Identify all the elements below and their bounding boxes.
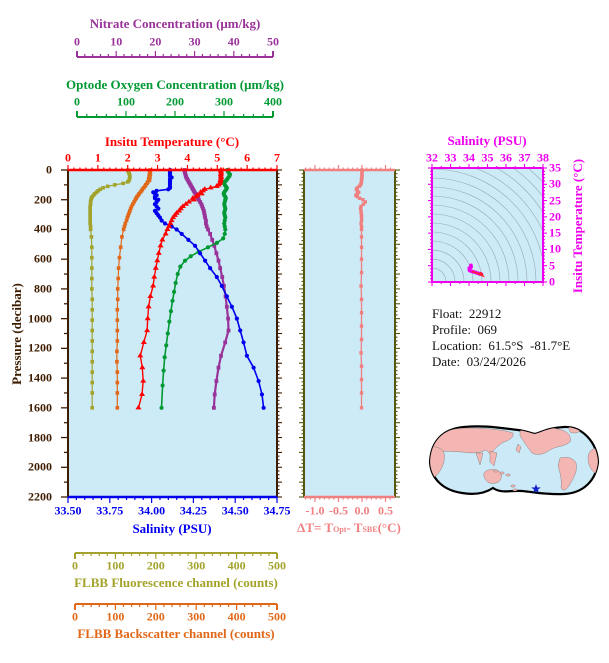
fluorescence-tick-label: 400 [227,558,246,573]
ts-temperature-tick-label: 15 [549,225,561,240]
pressure-axis-title: Pressure (decibar) [9,283,24,385]
backscatter-axis-title: FLBB Backscatter channel (counts) [77,626,275,641]
pressure-tick-label: 800 [34,281,52,296]
ts-salinity-tick-label: 35 [481,150,494,165]
pressure-tick-label: 200 [34,192,52,207]
nitrate-axis-title: Nitrate Concentration (μm/kg) [89,16,261,31]
nitrate-tick-label: 0 [74,34,80,49]
profile-square-3 [182,168,231,410]
pressure-tick-label: 1600 [28,400,52,415]
ts-salinity-tick-label: 34 [463,150,475,165]
temperature-tick-label: 7 [274,150,280,165]
backscatter-tick-label: 0 [72,609,78,624]
ts-temperature-tick-label: 0 [549,274,555,289]
temperature-axis-title: Insitu Temperature (°C) [104,134,240,149]
oxygen-tick-label: 0 [74,94,80,109]
delta-t-tick-label: 0.5 [378,503,393,518]
backscatter-tick-label: 100 [106,609,125,624]
pressure-tick-label: 1800 [28,430,52,445]
fluorescence-tick-label: 0 [72,558,78,573]
delta-t-title-part: (°C) [377,520,401,535]
salinity-tick-label: 33.75 [96,503,124,518]
pressure-tick-label: 600 [34,251,52,266]
pressure-tick-label: 2200 [28,489,52,504]
ts-salinity-tick-label: 37 [518,150,531,165]
delta-t-curve [354,168,367,410]
nitrate-tick-label: 10 [110,34,123,49]
temperature-tick-label: 5 [214,150,221,165]
ts-recent-profile-arrow [471,270,485,278]
nitrate-tick-label: 50 [267,34,279,49]
backscatter-tick-label: 300 [187,609,206,624]
delta-t-title-sup-sbe: SBE [362,525,378,534]
pressure-tick-label: 1200 [28,340,52,355]
backscatter-tick-label: 400 [227,609,246,624]
delta-t-title-part: - T [346,520,363,535]
temperature-tick-label: 6 [244,150,251,165]
profile-circle-1 [151,167,266,410]
float-location-star [531,484,541,493]
delta-t-tick-label: -1.0 [305,503,325,518]
salinity-tick-label: 33.50 [54,503,82,518]
backscatter-tick-label: 500 [268,609,286,624]
fluorescence-axis-title: FLBB Fluorescence channel (counts) [74,575,278,590]
fluorescence-tick-label: 300 [187,558,206,573]
float-id-line: Float: 22912 [432,306,502,321]
pressure-tick-label: 400 [34,221,52,236]
salinity-tick-label: 34.25 [179,503,207,518]
world-map [428,425,600,496]
backscatter-tick-label: 200 [146,609,165,624]
temperature-tick-label: 4 [184,150,191,165]
ts-temperature-tick-label: 20 [549,209,561,224]
nitrate-tick-label: 20 [149,34,162,49]
profile-line: Profile: 069 [432,322,497,337]
temperature-tick-label: 1 [94,150,101,165]
ts-temperature-tick-label: 30 [549,176,561,191]
ts-temperature-tick-label: 35 [549,160,561,175]
delta-t-title-part: ΔT= T [297,520,334,535]
ts-salinity-tick-label: 33 [444,150,457,165]
pressure-tick-label: 2000 [28,459,52,474]
map-land [430,426,598,492]
ts-temperature-tick-label: 25 [549,193,561,208]
ts-salinity-tick-label: 38 [537,150,549,165]
salinity-axis-title: Salinity (PSU) [132,521,212,536]
salinity-tick-label: 34.75 [263,503,291,518]
temperature-tick-label: 3 [154,150,161,165]
delta-t-tick-label: -0.5 [329,503,348,518]
pressure-tick-label: 0 [46,162,52,177]
salinity-tick-label: 34.50 [221,503,249,518]
oxygen-tick-label: 300 [215,94,233,109]
ts-temperature-tick-label: 5 [549,258,555,273]
location-line: Location: 61.5°S -81.7°E [432,338,571,353]
ts-salinity-title: Salinity (PSU) [447,133,527,148]
fluorescence-tick-label: 500 [268,558,286,573]
temperature-tick-label: 0 [65,150,71,165]
oxygen-axis-title: Optode Oxygen Concentration (μm/kg) [66,77,284,92]
delta-t-title-sup-opt: Opt [333,525,347,534]
fluorescence-tick-label: 200 [146,558,165,573]
fluorescence-tick-label: 100 [106,558,125,573]
oxygen-tick-label: 400 [264,94,282,109]
nitrate-tick-label: 30 [188,34,201,49]
ts-temperature-tick-label: 10 [549,241,561,256]
ts-temperature-title: Insitu Temperature (°C) [570,158,585,294]
salinity-tick-label: 34.00 [138,503,166,518]
delta-t-tick-label: 0.0 [354,503,370,518]
profile-square-4 [88,168,132,410]
ts-salinity-tick-label: 32 [426,150,438,165]
oxygen-tick-label: 100 [117,94,135,109]
delta-t-axis-title: ΔT= T Opt - T SBE (°C) [297,520,401,536]
pressure-tick-label: 1000 [28,311,52,326]
ts-salinity-tick-label: 36 [500,150,512,165]
temperature-tick-label: 2 [124,150,131,165]
date-line: Date: 03/24/2026 [432,354,526,369]
nitrate-tick-label: 40 [227,34,240,49]
profile-triangle-0 [135,166,225,410]
oxygen-tick-label: 200 [166,94,184,109]
pressure-tick-label: 1400 [28,370,52,385]
